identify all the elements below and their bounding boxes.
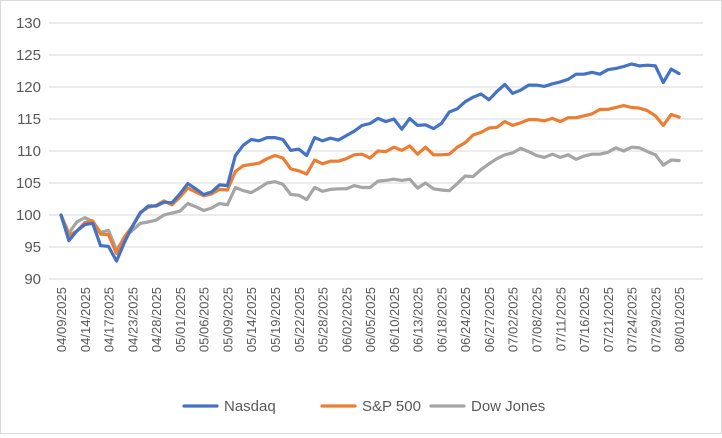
series-line-dow-jones [59,145,681,252]
x-tick-label: 07/02/2025 [506,287,521,352]
y-tick-label: 105 [16,175,41,192]
x-tick-label: 05/19/2025 [268,287,283,352]
x-tick-label: 07/11/2025 [553,287,568,351]
y-tick-label: 100 [16,207,41,224]
x-tick-label: 04/28/2025 [149,287,164,352]
x-tick-label: 05/09/2025 [220,287,235,352]
x-tick-label: 04/23/2025 [125,287,140,352]
x-tick-label: 07/24/2025 [625,287,640,352]
series-line-nasdaq [59,62,681,263]
series-line-s-p-500 [59,104,681,255]
legend-label: Dow Jones [471,398,545,415]
x-tick-label: 04/14/2025 [78,287,93,352]
x-tick-label: 06/13/2025 [411,287,426,352]
x-tick-label: 07/21/2025 [601,287,616,352]
y-axis-tick-labels: 90 95 100 105 110 115 120 125 130 [16,15,41,288]
y-tick-label: 120 [16,79,41,96]
x-tick-label: 05/28/2025 [316,287,331,352]
x-tick-label: 05/01/2025 [173,287,188,352]
x-tick-label: 08/01/2025 [672,287,687,352]
legend-label: Nasdaq [224,398,276,415]
x-tick-label: 07/16/2025 [577,287,592,352]
x-tick-label: 06/10/2025 [387,287,402,352]
y-tick-label: 90 [24,271,41,288]
legend-label: S&P 500 [362,398,421,415]
x-tick-label: 06/24/2025 [458,287,473,352]
x-tick-label: 07/29/2025 [648,287,663,352]
y-tick-label: 130 [16,15,41,32]
x-tick-label: 06/27/2025 [482,287,497,352]
x-axis-tick-labels: 04/09/2025 04/14/2025 04/17/2025 04/23/2025… [54,287,687,352]
legend: Nasdaq S&P 500 Dow Jones [182,398,545,415]
x-tick-label: 05/22/2025 [292,287,307,352]
y-tick-label: 95 [24,239,41,256]
y-tick-label: 115 [17,111,41,128]
x-tick-label: 07/08/2025 [530,287,545,352]
x-tick-label: 06/18/2025 [434,287,449,352]
y-tick-label: 110 [17,143,41,160]
series-lines [59,62,681,263]
x-tick-label: 05/06/2025 [197,287,212,352]
x-tick-label: 06/02/2025 [339,287,354,352]
x-tick-label: 06/05/2025 [363,287,378,352]
x-tick-label: 05/14/2025 [244,287,259,352]
x-tick-label: 04/09/2025 [54,287,69,352]
x-tick-label: 04/17/2025 [102,287,117,352]
y-tick-label: 125 [16,47,41,64]
